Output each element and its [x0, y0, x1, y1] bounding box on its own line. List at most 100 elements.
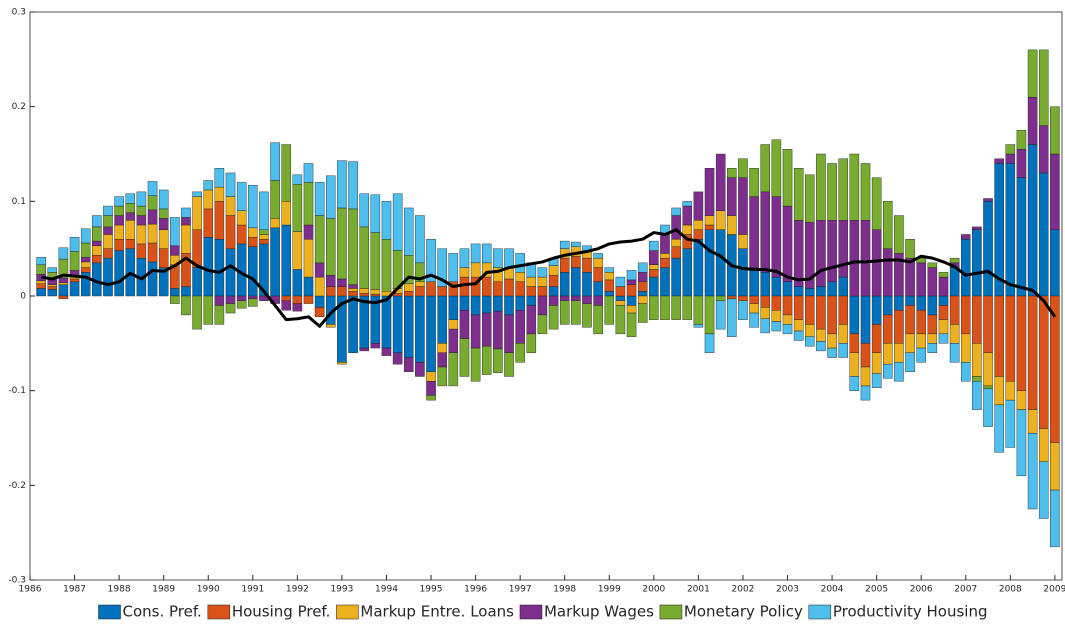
- bar-segment: [125, 220, 136, 240]
- bar-segment: [80, 267, 91, 273]
- bar-segment: [158, 218, 169, 230]
- bar-segment: [526, 305, 537, 335]
- x-tick-label: 1991: [241, 585, 264, 595]
- bar-segment: [92, 245, 102, 256]
- bar-segment: [816, 341, 826, 352]
- bar-segment: [292, 231, 303, 270]
- x-tick-label: 1993: [330, 585, 353, 595]
- bar-segment: [403, 357, 414, 372]
- x-tick-label: 1997: [509, 585, 532, 595]
- bar-segment: [415, 281, 425, 287]
- bar-segment: [47, 279, 58, 285]
- bar-segment: [548, 265, 559, 276]
- bar-segment: [437, 352, 447, 368]
- bar-segment: [1005, 153, 1016, 164]
- bar-segment: [392, 250, 403, 289]
- x-tick-label: 2001: [687, 585, 710, 595]
- bar-segment: [504, 352, 514, 377]
- bar-segment: [805, 295, 815, 325]
- bar-segment: [593, 267, 603, 283]
- bar-segment: [771, 276, 782, 297]
- bar-segment: [448, 319, 459, 330]
- bar-segment: [1038, 461, 1049, 519]
- bar-segment: [938, 295, 949, 306]
- bar-segment: [1050, 442, 1060, 491]
- legend-label: Cons. Pref.: [123, 603, 202, 621]
- bar-segment: [660, 267, 670, 297]
- bar-segment: [292, 174, 303, 185]
- bar-segment: [749, 167, 759, 197]
- bar-segment: [1038, 172, 1049, 297]
- bar-segment: [637, 272, 648, 283]
- bar-segment: [259, 191, 269, 230]
- bar-segment: [949, 324, 960, 344]
- bar-segment: [1038, 125, 1049, 174]
- bar-segment: [771, 196, 782, 278]
- bar-segment: [426, 381, 436, 396]
- bar-segment: [214, 201, 225, 240]
- bar-segment: [236, 224, 247, 245]
- bar-segment: [749, 295, 759, 304]
- x-tick-label: 1992: [286, 585, 309, 595]
- bar-segment: [660, 234, 670, 254]
- bar-segment: [637, 262, 648, 273]
- bar-segment: [504, 248, 514, 268]
- bar-segment: [225, 172, 236, 197]
- bar-segment: [437, 248, 447, 287]
- bar-segment: [103, 234, 113, 249]
- bar-segment: [927, 295, 938, 316]
- legend-swatch: [659, 604, 683, 620]
- bar-segment: [604, 279, 615, 292]
- bar-segment: [515, 343, 525, 363]
- bar-segment: [860, 220, 871, 297]
- bar-segment: [1016, 149, 1027, 178]
- bar-segment: [359, 226, 369, 289]
- y-tick-label: -0.3: [8, 576, 26, 586]
- bar-segment: [459, 248, 470, 268]
- bar-segment: [615, 286, 626, 297]
- bar-segment: [838, 158, 848, 221]
- bar-segment: [860, 366, 871, 387]
- bar-segment: [236, 295, 247, 301]
- bar-segment: [883, 201, 893, 249]
- bar-segment: [248, 237, 258, 247]
- bar-segment: [960, 238, 971, 297]
- bar-segment: [348, 291, 358, 297]
- bar-segment: [314, 182, 325, 216]
- bar-segment: [459, 295, 470, 311]
- bar-segment: [905, 257, 915, 297]
- legend-label: Housing Pref.: [232, 603, 331, 621]
- bar-segment: [493, 348, 503, 373]
- bar-segment: [147, 261, 158, 297]
- bar-segment: [526, 276, 537, 287]
- bar-segment: [682, 205, 693, 226]
- bar-segment: [47, 267, 58, 273]
- bar-segment: [314, 276, 325, 297]
- bar-segment: [504, 314, 514, 353]
- bar-segment: [348, 208, 358, 285]
- bar-segment: [905, 352, 915, 372]
- bar-segment: [571, 241, 581, 247]
- bar-segment: [994, 295, 1004, 377]
- bar-segment: [147, 242, 158, 263]
- bar-segment: [626, 284, 637, 297]
- bar-segment: [303, 182, 314, 226]
- bar-segment: [214, 295, 225, 306]
- bar-segment: [426, 238, 436, 282]
- bar-segment: [114, 224, 124, 240]
- x-tick-label: 1989: [152, 585, 175, 595]
- bar-segment: [994, 158, 1004, 164]
- bar-segment: [36, 283, 46, 289]
- bar-segment: [782, 295, 793, 316]
- bar-segment: [559, 300, 570, 325]
- bar-segment: [58, 295, 69, 300]
- bar-segment: [860, 295, 871, 344]
- bar-segment: [537, 295, 548, 316]
- bar-segment: [326, 324, 336, 328]
- legend: Cons. Pref. Housing Pref. Markup Entre. Lo…: [98, 603, 987, 621]
- bar-segment: [326, 218, 336, 276]
- bar-segment: [704, 215, 715, 226]
- bar-segment: [515, 281, 525, 297]
- bar-segment: [147, 181, 158, 196]
